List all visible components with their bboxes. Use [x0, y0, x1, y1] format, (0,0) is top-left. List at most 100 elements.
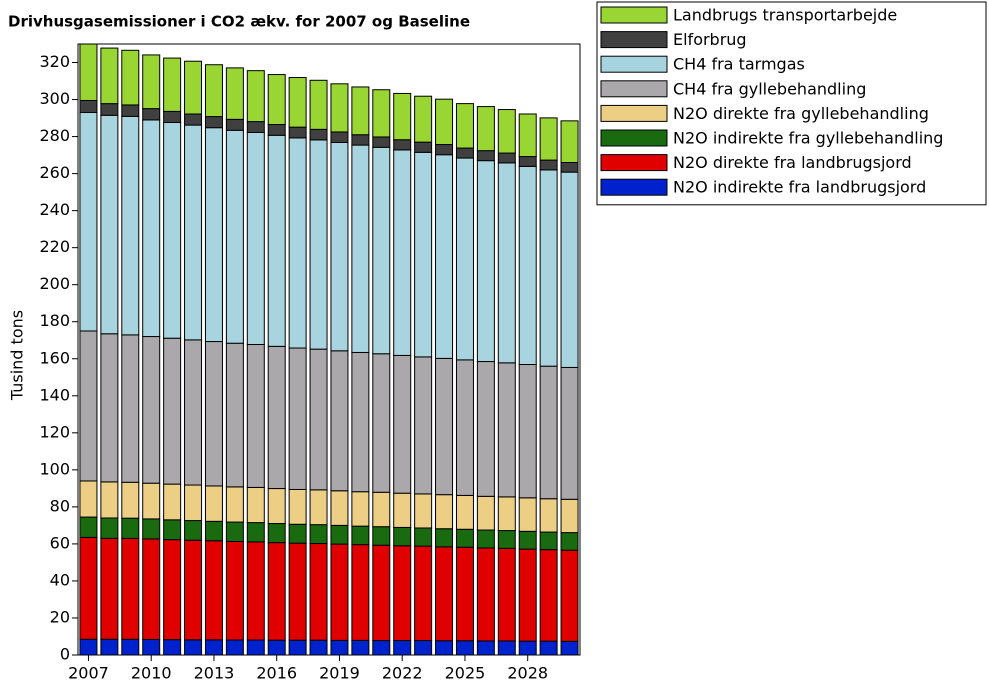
bar-segment: [79, 43, 98, 101]
bar-segment: [330, 350, 349, 492]
y-tick-label: 120: [39, 422, 70, 441]
bar-segment: [100, 638, 119, 656]
chart-title: Drivhusgasemissioner i CO2 ækv. for 2007…: [8, 13, 470, 31]
bar-segment: [372, 353, 391, 493]
bar-segment: [330, 490, 349, 526]
bar-segment: [121, 481, 140, 519]
bar-segment: [330, 142, 349, 352]
bar-segment: [142, 538, 161, 640]
bar-segment: [142, 482, 161, 520]
bar-segment: [497, 496, 516, 532]
bar-segment: [518, 156, 537, 167]
bar-segment: [225, 639, 244, 656]
bar-segment: [560, 498, 579, 534]
y-tick-label: 280: [39, 126, 70, 145]
bar-segment: [435, 640, 454, 656]
bar-segment: [142, 336, 161, 484]
bar-segment: [246, 541, 265, 641]
bar-segment: [246, 486, 265, 524]
bar-segment: [142, 54, 161, 110]
bar-segment: [225, 342, 244, 488]
bar-segment: [204, 520, 223, 542]
bar-segment: [79, 638, 98, 656]
bar-segment: [267, 124, 286, 136]
bar-segment: [435, 528, 454, 548]
bar-segment: [267, 74, 286, 126]
y-tick-label: 0: [60, 645, 70, 664]
bar-segment: [476, 361, 495, 497]
legend-label: N2O indirekte fra landbrugsjord: [673, 178, 926, 197]
bar-segment: [184, 124, 203, 341]
bar-segment: [455, 157, 474, 361]
bar-segment: [372, 544, 391, 642]
bar-segment: [518, 363, 537, 499]
bar-segment: [184, 520, 203, 541]
bar-segment: [142, 638, 161, 656]
x-tick-label: 2016: [256, 664, 297, 683]
y-tick-label: 60: [50, 533, 70, 552]
bar-segment: [246, 522, 265, 543]
bar-segment: [246, 70, 265, 123]
bar-segment: [518, 113, 537, 158]
legend-label: N2O direkte fra gyllebehandling: [673, 104, 929, 123]
bar-segment: [225, 521, 244, 543]
bar-segment: [163, 110, 182, 124]
legend-swatch: [600, 178, 668, 196]
y-tick-label: 180: [39, 311, 70, 330]
bar-segment: [518, 165, 537, 365]
bar-segment: [309, 128, 328, 141]
bar-segment: [455, 528, 474, 548]
bar-segment: [372, 136, 391, 148]
bar-segment: [267, 523, 286, 544]
bar-segment: [184, 484, 203, 522]
bar-segment: [225, 118, 244, 131]
bar-segment: [539, 117, 558, 161]
y-tick-label: 200: [39, 274, 70, 293]
bar-segment: [518, 548, 537, 642]
bar-segment: [560, 366, 579, 500]
bar-segment: [518, 530, 537, 550]
bar-segment: [414, 151, 433, 358]
bar-segment: [309, 524, 328, 545]
bar-segment: [351, 491, 370, 527]
bar-segment: [184, 339, 203, 486]
bar-segment: [414, 141, 433, 153]
bar-segment: [435, 98, 454, 146]
bar-segment: [225, 67, 244, 120]
bar-segment: [497, 640, 516, 656]
bar-segment: [163, 483, 182, 521]
bar-segment: [100, 103, 119, 116]
bar-segment: [560, 171, 579, 368]
bar-segment: [288, 488, 307, 525]
y-tick-label: 320: [39, 52, 70, 71]
bar-segment: [204, 540, 223, 641]
bar-segment: [267, 542, 286, 641]
legend-label: CH4 fra tarmgas: [673, 55, 805, 74]
bar-segment: [393, 139, 412, 151]
bar-segment: [497, 547, 516, 642]
bar-segment: [204, 116, 223, 129]
bar-segment: [267, 488, 286, 525]
bar-segment: [100, 517, 119, 539]
y-tick-label: 260: [39, 163, 70, 182]
bar-segment: [351, 86, 370, 136]
bar-segment: [288, 639, 307, 656]
bar-segment: [100, 481, 119, 519]
bar-segment: [351, 639, 370, 656]
bar-segment: [497, 362, 516, 498]
bar-segment: [393, 526, 412, 547]
bar-segment: [121, 49, 140, 106]
bar-segment: [121, 334, 140, 483]
y-tick-label: 160: [39, 348, 70, 367]
bar-segment: [414, 545, 433, 642]
bar-segment: [351, 144, 370, 353]
bar-segment: [455, 494, 474, 530]
bar-segment: [393, 545, 412, 642]
bar-segment: [225, 129, 244, 344]
bar-segment: [163, 639, 182, 656]
bar-segment: [79, 516, 98, 538]
bar-segment: [121, 517, 140, 539]
y-tick-label: 140: [39, 385, 70, 404]
bar-segment: [372, 491, 391, 528]
bar-segment: [560, 161, 579, 173]
